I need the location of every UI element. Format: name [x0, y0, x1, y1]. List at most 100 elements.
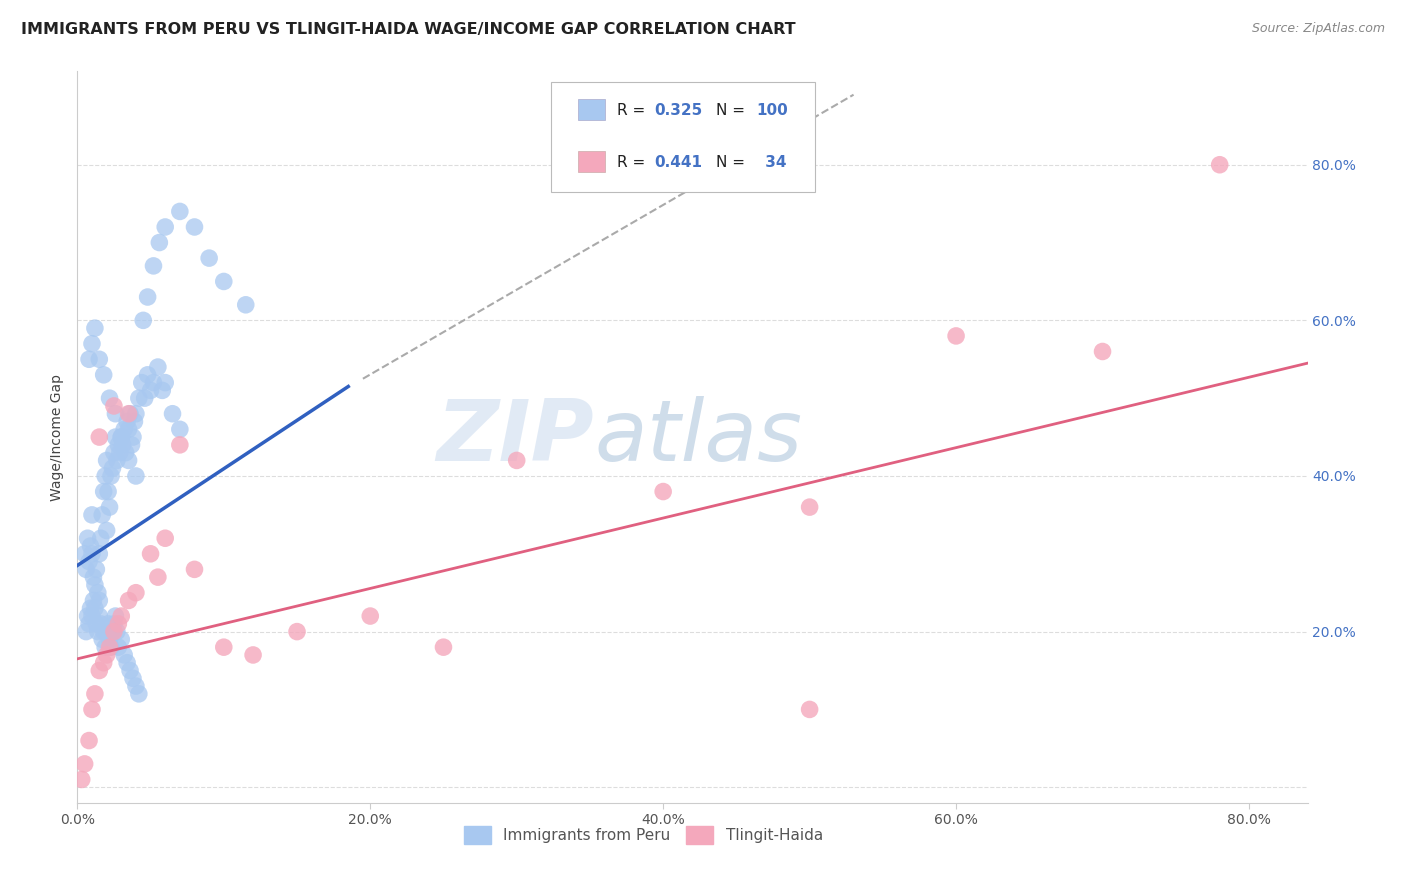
Point	[242, 648, 264, 662]
Point	[128, 391, 150, 405]
Point	[96, 624, 118, 639]
Point	[134, 391, 156, 405]
Point	[124, 415, 146, 429]
Point	[359, 609, 381, 624]
Point	[75, 562, 97, 576]
Point	[86, 616, 108, 631]
Point	[153, 376, 177, 390]
Text: R =: R =	[617, 103, 651, 119]
Point	[125, 469, 148, 483]
Point	[125, 679, 148, 693]
Point	[117, 422, 139, 436]
Point	[94, 469, 117, 483]
Point	[198, 251, 221, 265]
Text: N =: N =	[716, 103, 749, 119]
Point	[96, 648, 118, 662]
Point	[136, 368, 159, 382]
Point	[77, 555, 100, 569]
Point	[80, 609, 103, 624]
Point	[93, 656, 115, 670]
Point	[131, 376, 153, 390]
Point	[80, 508, 103, 522]
Point	[77, 733, 100, 747]
Point	[103, 616, 125, 631]
Point	[89, 593, 111, 607]
Text: IMMIGRANTS FROM PERU VS TLINGIT-HAIDA WAGE/INCOME GAP CORRELATION CHART: IMMIGRANTS FROM PERU VS TLINGIT-HAIDA WA…	[21, 22, 796, 37]
Point	[77, 352, 100, 367]
Point	[506, 453, 529, 467]
Point	[183, 219, 205, 234]
Point	[84, 578, 107, 592]
Point	[101, 461, 124, 475]
Text: Source: ZipAtlas.com: Source: ZipAtlas.com	[1251, 22, 1385, 36]
Point	[799, 500, 821, 515]
Text: 100: 100	[756, 103, 789, 119]
FancyBboxPatch shape	[551, 82, 815, 192]
Point	[121, 438, 143, 452]
Point	[117, 453, 139, 467]
Point	[142, 259, 165, 273]
FancyBboxPatch shape	[578, 99, 605, 120]
Point	[212, 640, 235, 655]
Point	[104, 609, 127, 624]
Point	[120, 664, 141, 678]
Point	[75, 624, 97, 639]
Point	[98, 500, 121, 515]
Point	[125, 407, 148, 421]
Point	[100, 469, 122, 483]
Point	[110, 609, 132, 624]
Text: 0.325: 0.325	[654, 103, 703, 119]
Point	[114, 445, 136, 459]
Point	[73, 547, 96, 561]
Point	[91, 632, 114, 647]
Point	[76, 609, 98, 624]
Point	[285, 624, 308, 639]
Point	[120, 407, 141, 421]
Point	[183, 562, 205, 576]
Point	[104, 407, 127, 421]
Point	[105, 453, 128, 467]
Point	[1209, 158, 1232, 172]
Point	[212, 275, 235, 289]
Point	[110, 430, 132, 444]
Point	[1091, 344, 1114, 359]
Point	[128, 687, 150, 701]
Point	[97, 616, 120, 631]
Point	[94, 640, 117, 655]
Point	[90, 531, 112, 545]
Point	[93, 484, 115, 499]
Point	[93, 624, 115, 639]
Point	[77, 616, 100, 631]
Point	[87, 624, 110, 639]
Point	[107, 616, 129, 631]
Point	[80, 702, 103, 716]
Point	[70, 772, 93, 787]
Point	[122, 671, 145, 685]
Point	[84, 687, 107, 701]
Text: atlas: atlas	[595, 395, 801, 479]
Point	[103, 445, 125, 459]
Point	[89, 430, 111, 444]
Point	[89, 352, 111, 367]
Point	[89, 609, 111, 624]
Point	[91, 508, 114, 522]
Point	[169, 422, 191, 436]
Point	[96, 453, 118, 467]
Point	[93, 368, 115, 382]
Point	[87, 585, 110, 599]
Point	[84, 601, 107, 615]
Point	[105, 624, 128, 639]
Point	[73, 756, 96, 771]
Point	[89, 547, 111, 561]
Point	[98, 640, 121, 655]
Point	[103, 399, 125, 413]
Point	[80, 336, 103, 351]
Point	[117, 593, 139, 607]
Point	[79, 539, 101, 553]
Text: 0.441: 0.441	[654, 154, 703, 169]
Point	[432, 640, 454, 655]
Point	[162, 407, 184, 421]
Text: R =: R =	[617, 154, 651, 169]
Point	[82, 593, 104, 607]
Point	[132, 313, 155, 327]
